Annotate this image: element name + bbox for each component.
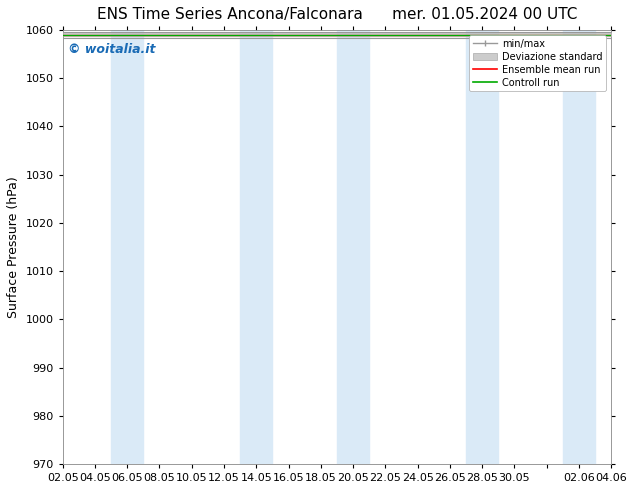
Bar [240,30,273,464]
Title: ENS Time Series Ancona/Falconara      mer. 01.05.2024 00 UTC: ENS Time Series Ancona/Falconara mer. 01… [97,7,577,22]
Text: © woitalia.it: © woitalia.it [68,43,155,56]
Y-axis label: Surface Pressure (hPa): Surface Pressure (hPa) [7,176,20,318]
Legend: min/max, Deviazione standard, Ensemble mean run, Controll run: min/max, Deviazione standard, Ensemble m… [469,35,606,92]
Bar [337,30,369,464]
Bar [563,30,595,464]
Bar [111,30,143,464]
Bar [466,30,498,464]
